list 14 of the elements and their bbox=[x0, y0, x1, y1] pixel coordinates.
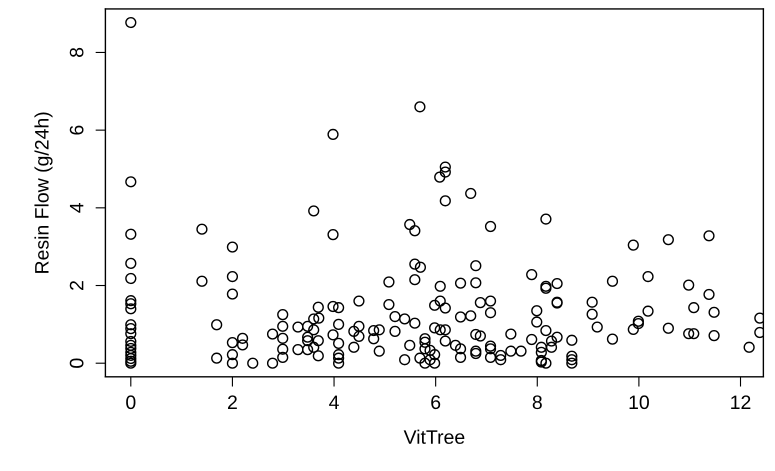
x-axis-title: VitTree bbox=[404, 430, 464, 444]
x-tick-label: 0 bbox=[126, 395, 136, 410]
x-tick-label: 12 bbox=[731, 395, 750, 409]
x-tick-label: 10 bbox=[630, 395, 649, 410]
x-tick-label: 8 bbox=[532, 395, 542, 410]
x-tick-label: 4 bbox=[329, 396, 339, 409]
x-tick-label: 2 bbox=[228, 395, 237, 409]
y-tick-label: 4 bbox=[70, 202, 84, 213]
y-tick-label: 6 bbox=[70, 126, 84, 135]
y-tick-label: 0 bbox=[70, 358, 84, 368]
y-axis-title: Resin Flow (g/24h) bbox=[34, 112, 53, 273]
y-tick-label: 8 bbox=[70, 48, 84, 58]
y-tick-label: 2 bbox=[70, 281, 84, 290]
x-tick-label: 6 bbox=[431, 395, 440, 410]
